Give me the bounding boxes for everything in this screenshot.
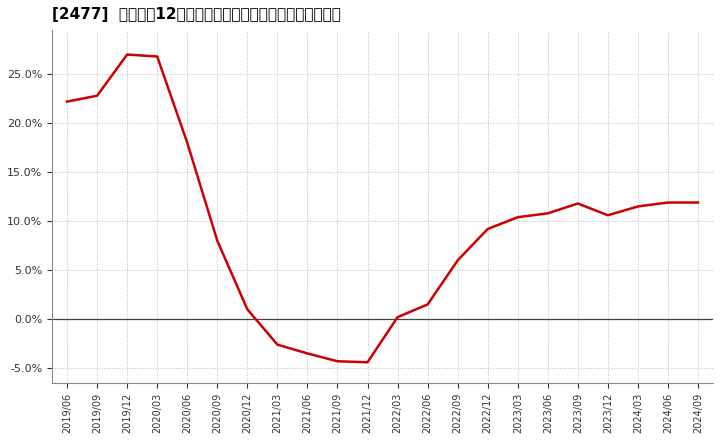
- Text: [2477]  売上高の12か月移動合計の対前年同期増減率の推移: [2477] 売上高の12か月移動合計の対前年同期増減率の推移: [52, 7, 341, 22]
